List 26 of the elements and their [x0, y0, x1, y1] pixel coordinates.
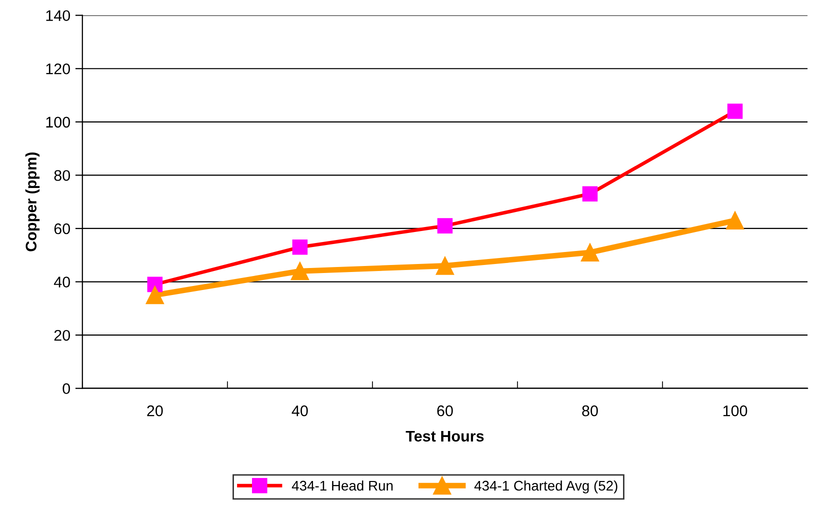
point — [292, 240, 308, 255]
y-tick-label: 60 — [54, 223, 70, 234]
point — [146, 286, 164, 304]
x-tick-label: 20 — [147, 405, 163, 416]
x-tick-label: 40 — [292, 405, 308, 416]
point — [727, 104, 743, 119]
y-tick-label: 120 — [46, 63, 70, 74]
y-tick-label: 0 — [62, 383, 70, 394]
x-tick-label: 80 — [582, 405, 598, 416]
x-axis-title: Test Hours — [406, 430, 484, 442]
point — [290, 262, 309, 280]
legend-label: 434-1 Head Run — [292, 480, 393, 491]
x-tick-label: 100 — [723, 405, 748, 416]
y-tick-label: 100 — [46, 116, 70, 128]
y-tick-label: 80 — [54, 170, 70, 181]
legend-label: 434-1 Charted Avg (52) — [474, 480, 618, 494]
y-tick-label: 140 — [46, 10, 70, 22]
point — [726, 211, 744, 230]
point — [436, 256, 454, 275]
point — [580, 243, 600, 262]
y-tick-label: 40 — [54, 276, 70, 288]
y-axis-title: Copper (ppm) — [25, 152, 40, 252]
x-tick-label: 60 — [437, 405, 453, 416]
point — [437, 218, 453, 234]
point — [582, 186, 598, 202]
y-tick-label: 20 — [54, 330, 70, 341]
